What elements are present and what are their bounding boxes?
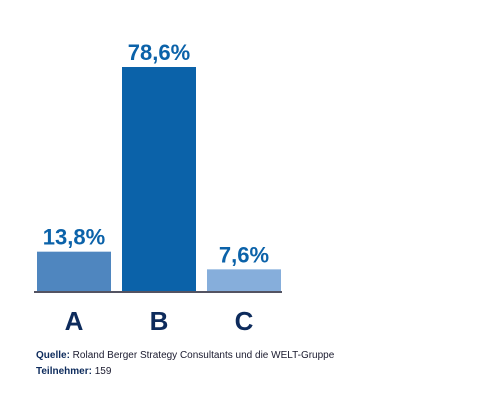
bar-c xyxy=(207,269,281,291)
category-label-b: B xyxy=(150,306,169,336)
value-label-c: 7,6% xyxy=(219,242,269,267)
value-label-b: 78,6% xyxy=(128,40,190,65)
participants-text: 159 xyxy=(91,366,112,377)
category-label-c: C xyxy=(235,306,254,336)
bar-b xyxy=(122,67,196,291)
value-label-a: 13,8% xyxy=(43,225,105,250)
bar-a xyxy=(37,251,111,291)
participants-note: Teilnehmer: 159 xyxy=(36,366,111,377)
source-text: Roland Berger Strategy Consultants und d… xyxy=(69,350,335,361)
category-label-a: A xyxy=(65,306,84,336)
participants-label: Teilnehmer: xyxy=(36,366,92,377)
source-label: Quelle: xyxy=(36,350,70,361)
source-note: Quelle: Roland Berger Strategy Consultan… xyxy=(36,350,334,361)
